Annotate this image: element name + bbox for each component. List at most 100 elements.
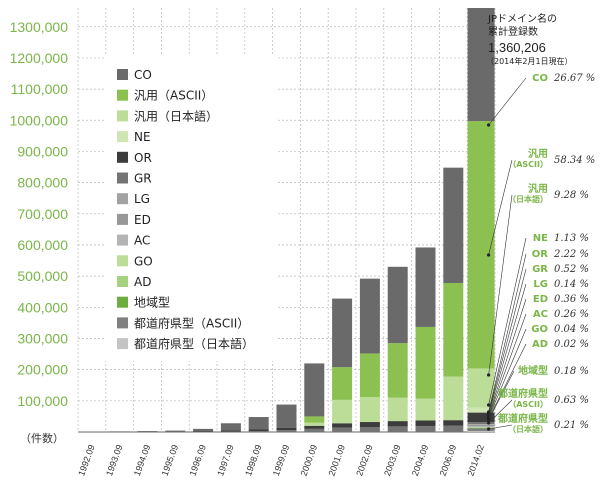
- x-tick-label: 1999.09: [271, 443, 292, 477]
- annotation-name: GR: [532, 264, 548, 275]
- bars: [81, 7, 495, 433]
- total-title-line2: 累計登録数: [488, 25, 538, 38]
- annotation-percent: 0.52 %: [554, 264, 589, 275]
- y-tick-label: 500,000: [17, 268, 68, 284]
- legend-swatch: [117, 193, 128, 205]
- bar-segment: [248, 417, 269, 430]
- annotation-dot: [487, 373, 491, 377]
- legend-label: LG: [134, 192, 150, 206]
- bar-segment: [332, 367, 353, 400]
- x-tick-label: 2000.09: [299, 443, 320, 477]
- x-tick-label: 1993.09: [104, 443, 125, 477]
- legend-background: [104, 56, 276, 361]
- legend-label: 地域型: [134, 296, 170, 310]
- y-tick-label: 1300,000: [10, 19, 69, 35]
- bar-segment: [467, 428, 495, 432]
- bar-segment: [387, 266, 408, 344]
- y-axis-unit-label: （件数）: [20, 432, 64, 445]
- y-tick-label: 600,000: [17, 237, 68, 253]
- annotation-leader: [488, 343, 527, 420]
- bar-segment: [137, 431, 158, 432]
- annotation-percent: 1.13 %: [554, 233, 589, 244]
- annotation-name: 汎用: [528, 182, 548, 195]
- bar-segment: [276, 404, 297, 428]
- y-tick-label: 300,000: [17, 330, 68, 346]
- annotation-name: GO: [531, 324, 548, 335]
- annotation-name: CO: [532, 73, 548, 84]
- bar-segment: [467, 431, 495, 432]
- annotation-name: NE: [533, 233, 548, 244]
- bar-segment: [387, 421, 408, 427]
- legend-swatch: [117, 276, 128, 287]
- bar-segment: [276, 427, 297, 431]
- y-tick-label: 800,000: [17, 175, 68, 191]
- bar-segment: [359, 397, 380, 423]
- y-tick-label: 200,000: [17, 362, 68, 378]
- x-tick-label: 2001.09: [326, 443, 347, 477]
- bar-segment: [304, 428, 325, 432]
- annotation-subname: （日本語）: [508, 424, 548, 434]
- bar-segment: [415, 420, 436, 427]
- legend-swatch: [117, 131, 128, 143]
- legend-swatch: [117, 69, 128, 80]
- bar-segment: [220, 423, 241, 431]
- bar-segment: [443, 376, 464, 421]
- bar-segment: [467, 407, 495, 413]
- legend-label: CO: [134, 68, 152, 82]
- annotation-dot: [487, 427, 491, 431]
- y-tick-label: 700,000: [17, 206, 68, 222]
- annotation-leader: [488, 328, 527, 419]
- annotation-leader: [488, 370, 515, 421]
- annotation-leader: [488, 313, 527, 418]
- bar-segment: [443, 167, 464, 283]
- legend-label: 汎用（ASCII）: [134, 89, 213, 103]
- annotation-leader: [488, 399, 513, 424]
- bar-segment: [359, 278, 380, 354]
- annotation-leader: [488, 194, 513, 376]
- bar-segment: [359, 422, 380, 428]
- bar-segment: [332, 298, 353, 368]
- annotation-percent: 0.18 %: [554, 366, 589, 377]
- legend-label: GO: [134, 254, 153, 268]
- annotation-subname: （ASCII）: [508, 399, 548, 409]
- x-tick-label: 2002.09: [354, 443, 375, 477]
- annotation-dot: [487, 253, 491, 257]
- y-tick-label: 1000,000: [10, 112, 69, 128]
- bar-segment: [467, 7, 495, 122]
- legend-swatch: [117, 172, 128, 184]
- x-tick-label: 1997.09: [215, 443, 236, 477]
- x-tick-label: 1995.09: [160, 443, 181, 477]
- bar-segment: [359, 353, 380, 398]
- annotation-percent: 26.67 %: [553, 73, 595, 84]
- bar-segment: [467, 424, 495, 425]
- x-tick-label: 2004.09: [410, 443, 431, 477]
- bar-segment: [276, 430, 297, 432]
- annotation-subname: （日本語）: [508, 194, 548, 204]
- annotation-name: 都道府県型: [497, 412, 548, 425]
- legend-swatch: [117, 110, 128, 122]
- annotation-leader: [488, 237, 527, 406]
- annotation-name: AD: [532, 339, 548, 350]
- total-title-line1: JPドメイン名の: [487, 12, 557, 25]
- x-tick-label: 2006.09: [438, 443, 459, 477]
- annotation-leader: [488, 283, 527, 415]
- legend: CO 汎用（ASCII） 汎用（日本語） NE OR GR LG ED AC GO AD 地域型都道府…: [104, 56, 276, 361]
- annotation-name: 都道府県型: [497, 387, 548, 400]
- x-tick-label: 2014.02: [465, 443, 486, 477]
- annotation-percent: 58.34 %: [554, 155, 595, 166]
- y-tick-label: 400,000: [17, 299, 68, 315]
- bar-segment: [165, 430, 186, 432]
- y-axis-ticks: 100,000 200,000 300,000 400,000 500,000 600,0…: [10, 19, 69, 409]
- bar-segment: [443, 425, 464, 432]
- legend-label: 都道府県型（日本語）: [134, 336, 254, 351]
- legend-label: AC: [134, 234, 150, 248]
- legend-label: ED: [134, 213, 151, 227]
- annotation-leader: [488, 77, 527, 126]
- annotation-name: 地域型: [518, 364, 548, 377]
- y-tick-label: 100,000: [17, 393, 68, 409]
- bar-segment: [387, 343, 408, 398]
- annotation-percent: 0.26 %: [554, 309, 589, 320]
- bar-segment: [467, 427, 495, 429]
- legend-label: 汎用（日本語）: [134, 108, 218, 123]
- legend-swatch: [117, 317, 128, 329]
